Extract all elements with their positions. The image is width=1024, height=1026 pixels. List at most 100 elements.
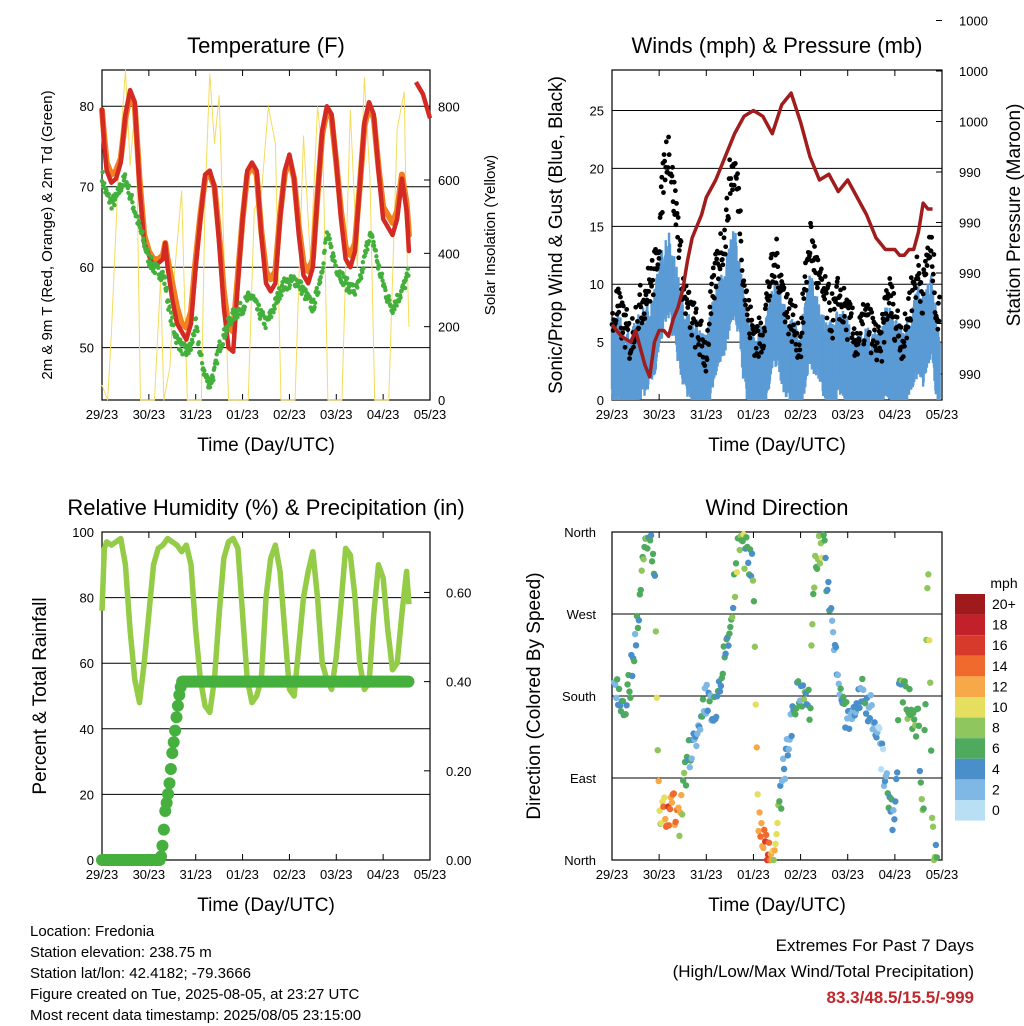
direction-point — [627, 694, 634, 701]
rainfall-point — [167, 736, 180, 749]
gust-point — [744, 312, 750, 318]
gust-point — [730, 187, 735, 193]
dewpoint-point — [129, 192, 135, 198]
direction-point — [867, 692, 875, 699]
gust-point — [661, 190, 666, 195]
direction-point — [780, 765, 788, 773]
gust-point — [647, 298, 653, 304]
direction-point — [752, 701, 759, 708]
station-latlon: Station lat/lon: 42.4182; -79.3666 — [30, 965, 252, 982]
direction-point — [703, 681, 710, 689]
rainfall-point — [171, 699, 184, 712]
gust-point — [706, 321, 712, 327]
dewpoint-point — [366, 238, 372, 244]
gust-point — [855, 351, 860, 357]
dewpoint-point — [254, 298, 259, 304]
series-line-red — [99, 87, 412, 354]
colorbar-swatch — [955, 800, 985, 821]
x-tick-label: 04/23 — [879, 867, 912, 882]
direction-point — [676, 832, 683, 840]
direction-point — [680, 769, 688, 777]
gust-point — [834, 284, 839, 289]
direction-point — [626, 688, 633, 695]
dewpoint-point — [363, 250, 368, 256]
dewpoint-point — [344, 276, 350, 281]
y-tick-label: 40 — [80, 722, 94, 737]
dewpoint-point — [320, 269, 325, 274]
gust-point — [819, 277, 825, 282]
dewpoint-point — [207, 385, 213, 390]
dewpoint-point — [279, 293, 284, 298]
y-tick-label: 50 — [80, 341, 94, 356]
dewpoint-point — [223, 332, 228, 337]
gust-point — [641, 297, 647, 303]
direction-point — [751, 643, 759, 650]
direction-point — [892, 798, 899, 805]
direction-point — [651, 572, 659, 579]
gust-point — [758, 349, 764, 355]
gust-point — [746, 297, 752, 303]
dewpoint-point — [220, 342, 226, 347]
gust-point — [843, 327, 849, 333]
gust-point — [675, 234, 681, 240]
dewpoint-point — [321, 261, 326, 266]
direction-point — [634, 624, 642, 632]
plot-frame-1 — [101, 69, 431, 401]
direction-point — [929, 823, 937, 830]
gust-point — [808, 224, 814, 230]
gust-point — [800, 291, 806, 297]
direction-point — [696, 726, 704, 733]
y-tick-label: 10 — [590, 277, 604, 292]
gust-point — [685, 305, 691, 310]
gust-point — [703, 368, 709, 374]
direction-point — [921, 726, 928, 734]
gust-point — [678, 239, 684, 244]
direction-point — [773, 830, 780, 838]
direction-point — [745, 559, 752, 567]
direction-point — [646, 537, 654, 544]
direction-point — [660, 803, 667, 810]
direction-point — [828, 617, 836, 624]
dewpoint-point — [317, 280, 323, 285]
gust-point — [802, 274, 808, 280]
gust-point — [879, 358, 885, 364]
direction-point — [670, 790, 677, 797]
gust-point — [847, 301, 853, 307]
x-tick-label: 31/23 — [179, 407, 212, 422]
x-tick-label: 01/23 — [737, 407, 770, 422]
gust-point — [932, 290, 937, 296]
dewpoint-point — [383, 287, 388, 293]
x-tick-label: 31/23 — [179, 867, 212, 882]
direction-point — [877, 766, 885, 773]
x-tick-label: 05/23 — [414, 407, 447, 422]
gust-point — [881, 320, 886, 325]
direction-point — [871, 719, 878, 726]
gust-point — [748, 304, 753, 310]
direction-point — [785, 746, 792, 753]
direction-point — [743, 534, 750, 541]
gust-point — [916, 270, 922, 276]
gust-point — [857, 330, 863, 336]
y-right-tick-label: 990 — [959, 266, 981, 281]
gust-point — [705, 328, 711, 333]
direction-point — [630, 657, 638, 665]
dewpoint-point — [406, 273, 411, 278]
dewpoint-point — [298, 279, 304, 285]
dewpoint-point — [180, 352, 185, 357]
dewpoint-point — [296, 284, 301, 289]
dewpoint-point — [355, 285, 360, 290]
gust-point — [708, 311, 714, 317]
dewpoint-point — [199, 352, 204, 358]
dewpoint-point — [135, 214, 141, 219]
direction-point — [732, 560, 740, 567]
gust-point — [691, 300, 697, 306]
rainfall-point — [163, 777, 176, 790]
gust-point — [741, 283, 747, 288]
direction-point — [873, 734, 880, 741]
dewpoint-point — [102, 181, 107, 186]
direction-point — [825, 578, 832, 586]
dewpoint-point — [138, 225, 143, 230]
dewpoint-point — [109, 206, 114, 211]
direction-point — [776, 798, 783, 805]
dewpoint-point — [202, 368, 207, 373]
